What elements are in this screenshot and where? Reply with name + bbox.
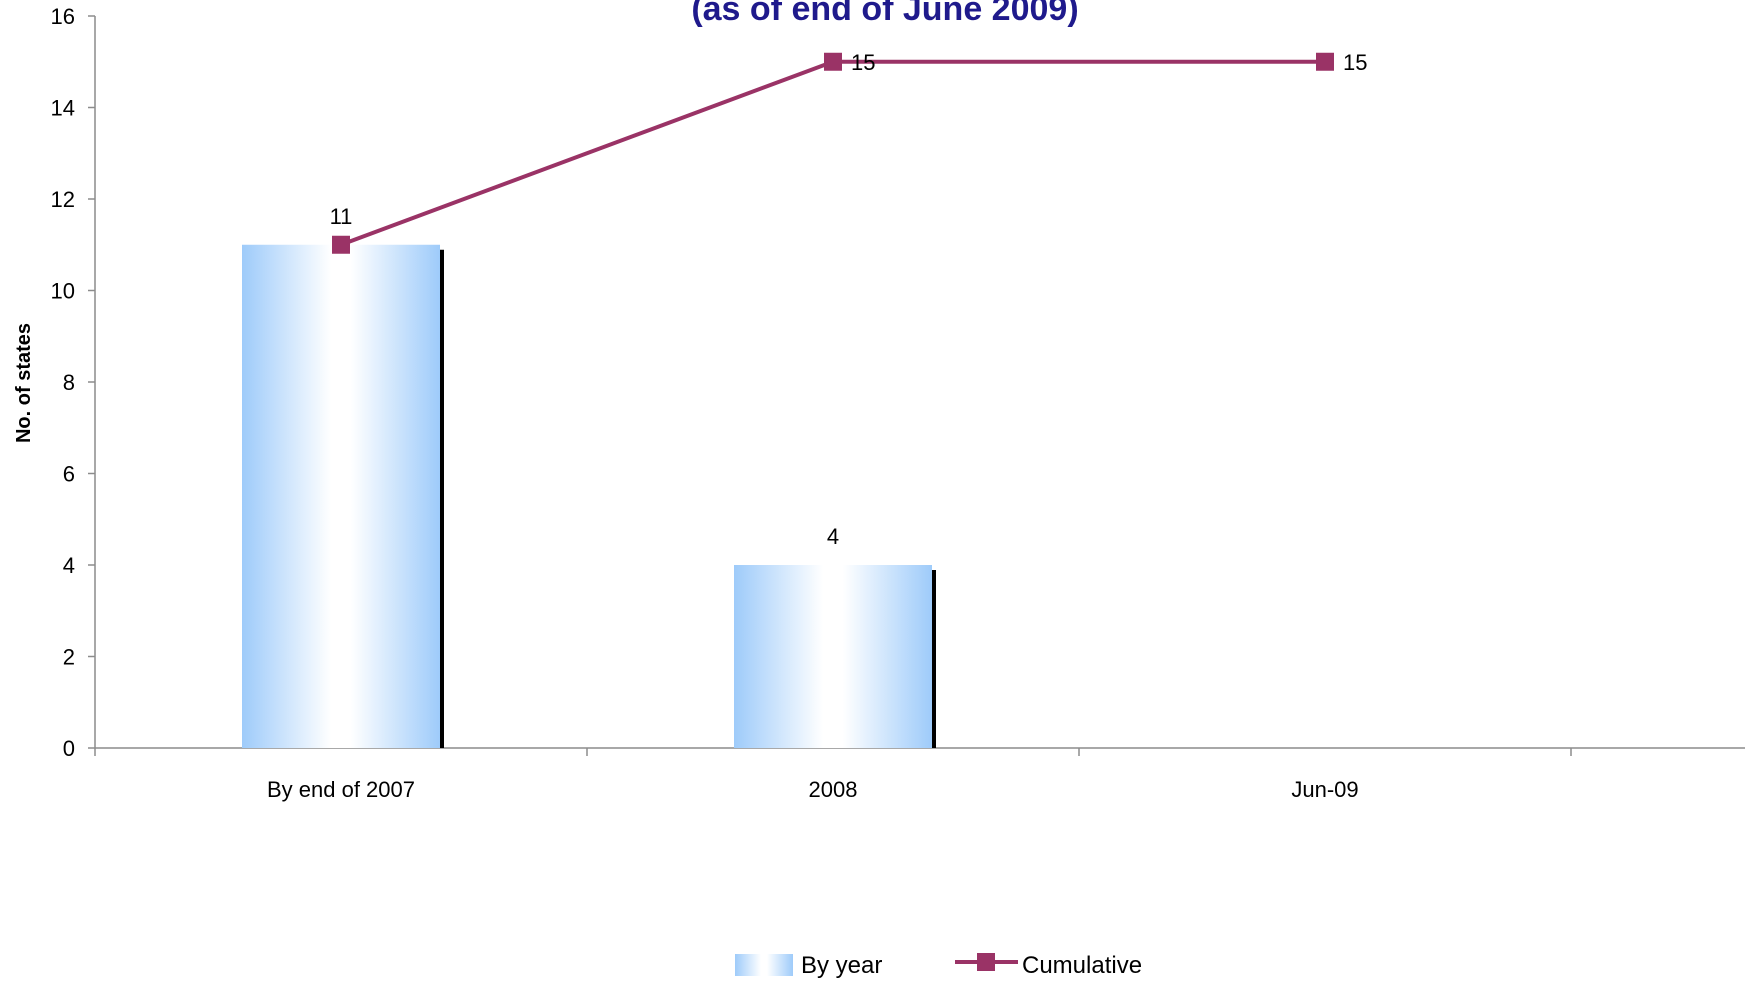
chart-title: (as of end of June 2009) — [691, 0, 1078, 28]
line-point — [1316, 52, 1334, 71]
line-point — [824, 52, 842, 71]
y-tick-label: 16 — [51, 4, 75, 29]
legend-item-by-year: By year — [735, 952, 882, 979]
line-data-label: 15 — [851, 50, 875, 75]
legend: By year Cumulative — [735, 952, 1142, 979]
x-tick-label: Jun-09 — [1291, 777, 1358, 802]
line-point — [332, 235, 350, 254]
legend-item-cumulative: Cumulative — [955, 952, 1142, 979]
data-labels: 11 4 15 15 — [330, 50, 1368, 549]
bar-shadow — [932, 570, 936, 748]
bar — [734, 565, 932, 748]
y-tick-label: 0 — [63, 736, 75, 761]
y-axis-title: No. of states — [13, 323, 35, 443]
x-tick-label: 2008 — [809, 777, 858, 802]
bar-data-label: 11 — [330, 204, 353, 229]
y-tick-label: 12 — [51, 187, 75, 212]
bar-data-label: 4 — [827, 524, 839, 549]
y-tick-label: 8 — [63, 370, 75, 395]
y-tick-label: 10 — [51, 279, 75, 304]
legend-label: Cumulative — [1022, 952, 1142, 979]
line-data-label: 15 — [1343, 50, 1367, 75]
legend-swatch-bar — [735, 954, 793, 976]
legend-swatch-marker — [977, 953, 995, 971]
bar-shadow — [440, 249, 444, 748]
y-tick-label: 14 — [51, 96, 75, 121]
cumulative-line — [340, 59, 1325, 247]
line-series — [332, 52, 1334, 254]
bar — [242, 244, 440, 748]
x-tick-label: By end of 2007 — [267, 777, 415, 802]
legend-label: By year — [801, 952, 882, 979]
y-tick-label: 6 — [63, 462, 75, 487]
bar-series — [242, 244, 936, 748]
y-tick-label: 4 — [63, 553, 75, 578]
y-tick-label: 2 — [63, 645, 75, 670]
